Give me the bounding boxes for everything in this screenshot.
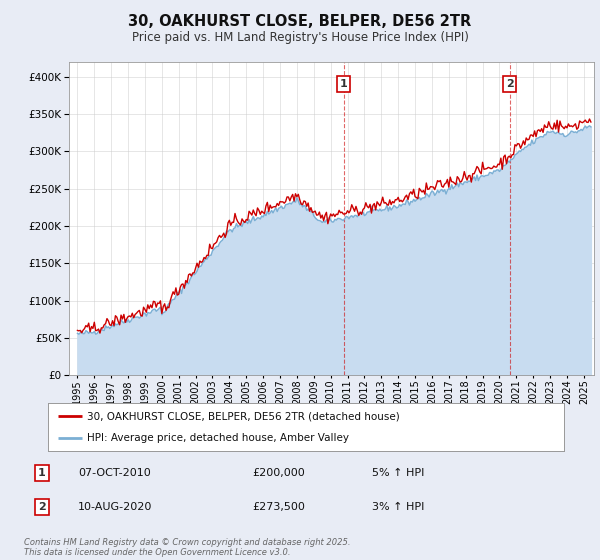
Text: 10-AUG-2020: 10-AUG-2020 — [78, 502, 152, 512]
Text: £200,000: £200,000 — [252, 468, 305, 478]
Text: 5% ↑ HPI: 5% ↑ HPI — [372, 468, 424, 478]
Text: 1: 1 — [38, 468, 46, 478]
Text: 2: 2 — [506, 79, 514, 89]
Text: £273,500: £273,500 — [252, 502, 305, 512]
Text: 2: 2 — [38, 502, 46, 512]
Text: Contains HM Land Registry data © Crown copyright and database right 2025.
This d: Contains HM Land Registry data © Crown c… — [24, 538, 350, 557]
Text: HPI: Average price, detached house, Amber Valley: HPI: Average price, detached house, Ambe… — [86, 433, 349, 443]
Text: 30, OAKHURST CLOSE, BELPER, DE56 2TR (detached house): 30, OAKHURST CLOSE, BELPER, DE56 2TR (de… — [86, 411, 400, 421]
Text: 3% ↑ HPI: 3% ↑ HPI — [372, 502, 424, 512]
Text: Price paid vs. HM Land Registry's House Price Index (HPI): Price paid vs. HM Land Registry's House … — [131, 31, 469, 44]
Text: 30, OAKHURST CLOSE, BELPER, DE56 2TR: 30, OAKHURST CLOSE, BELPER, DE56 2TR — [128, 14, 472, 29]
Text: 07-OCT-2010: 07-OCT-2010 — [78, 468, 151, 478]
Text: 1: 1 — [340, 79, 347, 89]
